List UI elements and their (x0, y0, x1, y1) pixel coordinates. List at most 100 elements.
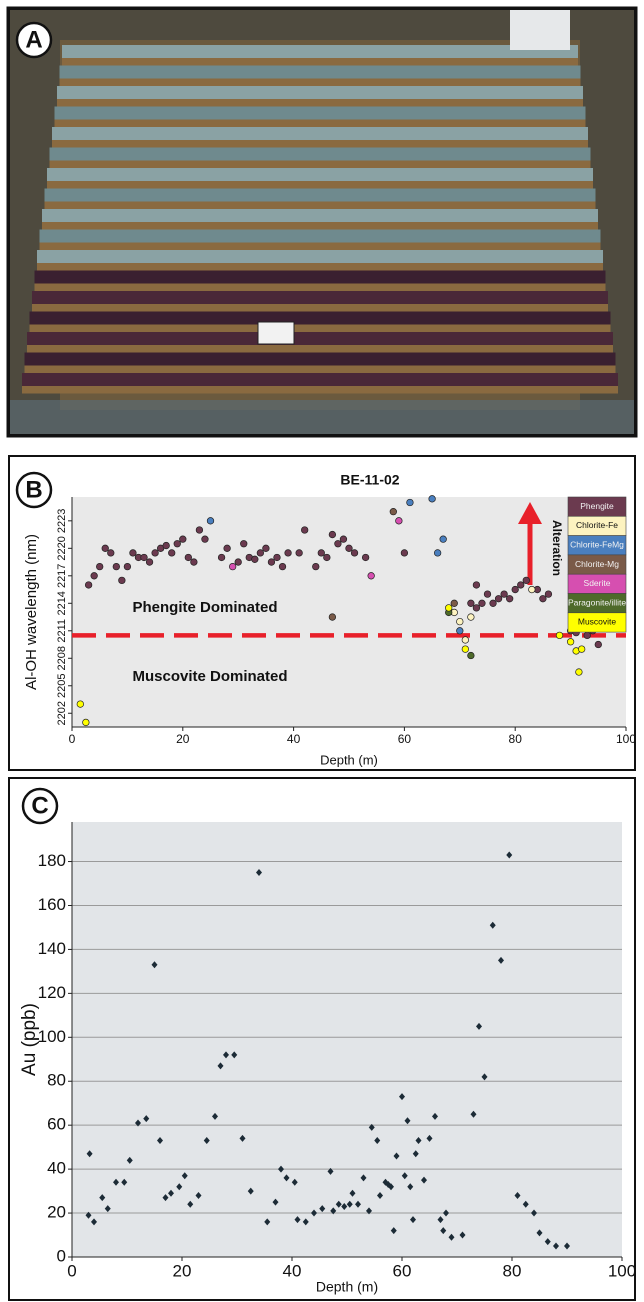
point (256, 549, 265, 557)
point (456, 627, 464, 635)
point (506, 851, 513, 859)
point (283, 1174, 290, 1182)
x-tick-label: 0 (67, 1261, 76, 1280)
point (317, 549, 325, 557)
point (555, 631, 564, 640)
panel-label: A (25, 26, 42, 53)
point (328, 530, 337, 539)
core-row (27, 332, 613, 345)
point (195, 1191, 202, 1199)
point (374, 1137, 381, 1145)
y-tick-label: 120 (38, 983, 66, 1002)
core-divider (44, 201, 596, 209)
point (190, 558, 198, 566)
point (470, 1110, 477, 1118)
point (399, 1093, 405, 1101)
point (76, 700, 84, 708)
legend-swatch (567, 612, 627, 633)
point (575, 668, 583, 676)
point (517, 581, 525, 589)
point (531, 1209, 537, 1217)
point (481, 1073, 488, 1081)
point (176, 1183, 183, 1191)
point (140, 553, 148, 562)
point (264, 1218, 271, 1226)
scale-card (257, 321, 295, 345)
point (302, 1218, 309, 1226)
core-row (44, 188, 596, 202)
point (135, 1119, 141, 1127)
point (472, 581, 481, 589)
x-tick-label: 60 (398, 732, 412, 746)
point (91, 1218, 97, 1226)
y-tick-label: 2208 (56, 646, 68, 670)
point (406, 498, 414, 507)
point (440, 1227, 447, 1235)
x-tick-label: 20 (176, 732, 190, 746)
point (330, 1207, 337, 1215)
point (410, 1216, 416, 1224)
point (112, 562, 120, 571)
core-divider (49, 160, 591, 168)
point (522, 1200, 529, 1208)
point (145, 558, 154, 566)
point (168, 549, 176, 557)
point (421, 1176, 427, 1184)
point (319, 1205, 326, 1213)
point (428, 495, 436, 503)
point (99, 1194, 106, 1202)
point (212, 1112, 218, 1120)
point (459, 1231, 466, 1239)
core-divider (54, 119, 586, 127)
y-tick-label: 140 (38, 939, 66, 958)
point (346, 1200, 353, 1208)
point (339, 535, 348, 543)
point (231, 1051, 238, 1059)
point (223, 544, 231, 552)
x-tick-label: 40 (283, 1261, 302, 1280)
x-axis-label: Depth (m) (316, 1279, 378, 1295)
point (433, 549, 442, 557)
point (553, 1242, 559, 1250)
point (295, 549, 303, 557)
point (121, 1178, 128, 1186)
point (539, 595, 547, 603)
point (239, 1134, 246, 1142)
point (334, 540, 342, 548)
y-tick-label: 0 (57, 1246, 66, 1265)
point (173, 540, 181, 548)
point (240, 540, 248, 548)
core-row (52, 127, 588, 140)
point (445, 604, 453, 612)
point (291, 1178, 298, 1186)
point (368, 1123, 375, 1131)
y-tick-label: 2223 (56, 509, 68, 533)
x-tick-label: 80 (509, 732, 523, 746)
core-row (24, 352, 616, 366)
point (498, 956, 504, 964)
y-axis-label: Au (ppb) (19, 1003, 40, 1076)
point (367, 572, 375, 580)
point (467, 599, 475, 607)
point (217, 553, 226, 562)
legend-label: Chlorite-Mg (575, 559, 619, 569)
legend-label: Paragonite/illite (568, 597, 626, 607)
point (500, 590, 508, 598)
point (389, 508, 397, 516)
point (335, 1200, 342, 1208)
panel-label-circle (15, 21, 53, 59)
point (412, 1150, 419, 1158)
panel-a (6, 6, 638, 438)
point (432, 1112, 438, 1120)
core-row (22, 373, 618, 386)
core-row (57, 86, 583, 99)
point (107, 549, 115, 557)
point (84, 581, 93, 589)
point (594, 640, 602, 649)
point (206, 517, 215, 525)
point (179, 535, 187, 543)
y-tick-label: 20 (47, 1203, 66, 1222)
point (273, 553, 281, 562)
point (361, 553, 370, 562)
point (522, 576, 530, 585)
